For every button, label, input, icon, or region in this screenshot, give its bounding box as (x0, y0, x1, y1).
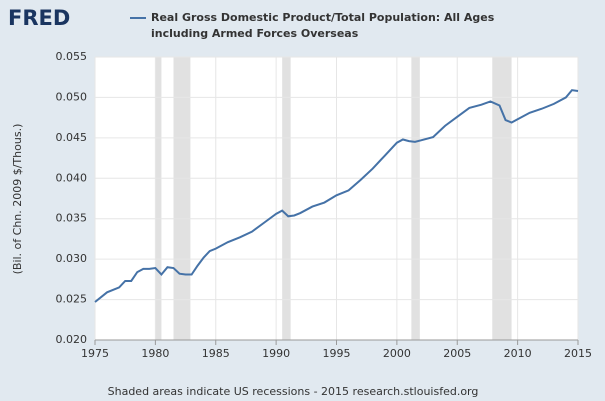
y-tick-label: 0.030 (56, 252, 88, 265)
x-tick-label: 2005 (443, 347, 471, 360)
footer: Shaded areas indicate US recessions - 20… (108, 385, 479, 398)
series-line (94, 89, 579, 303)
y-tick-label: 0.045 (56, 131, 88, 144)
x-tick-label: 1995 (323, 347, 351, 360)
y-tick-label: 0.035 (56, 212, 88, 225)
recession-band (282, 57, 291, 340)
x-tick-label: 1980 (141, 347, 169, 360)
y-axis-label: (Bil. of Chn. 2009 $/Thous.) (11, 124, 24, 275)
y-tick-label: 0.025 (56, 293, 88, 306)
recession-band (492, 57, 512, 340)
x-tick-label: 1990 (262, 347, 290, 360)
y-tick-label: 0.050 (56, 90, 88, 103)
x-tick-label: 1975 (81, 347, 109, 360)
recession-band (155, 57, 162, 340)
x-tick-label: 1985 (202, 347, 230, 360)
x-tick-label: 2015 (564, 347, 592, 360)
brand-logo: FRED (8, 6, 70, 30)
y-tick-label: 0.040 (56, 171, 88, 184)
y-tick-label: 0.055 (56, 50, 88, 63)
recession-band (173, 57, 191, 340)
legend-swatch (130, 17, 146, 19)
x-tick-label: 2010 (504, 347, 532, 360)
y-tick-label: 0.020 (56, 333, 88, 346)
recession-band (411, 57, 420, 340)
legend-entry: Real Gross Domestic Product/Total Popula… (151, 11, 495, 40)
x-tick-label: 2000 (383, 347, 411, 360)
